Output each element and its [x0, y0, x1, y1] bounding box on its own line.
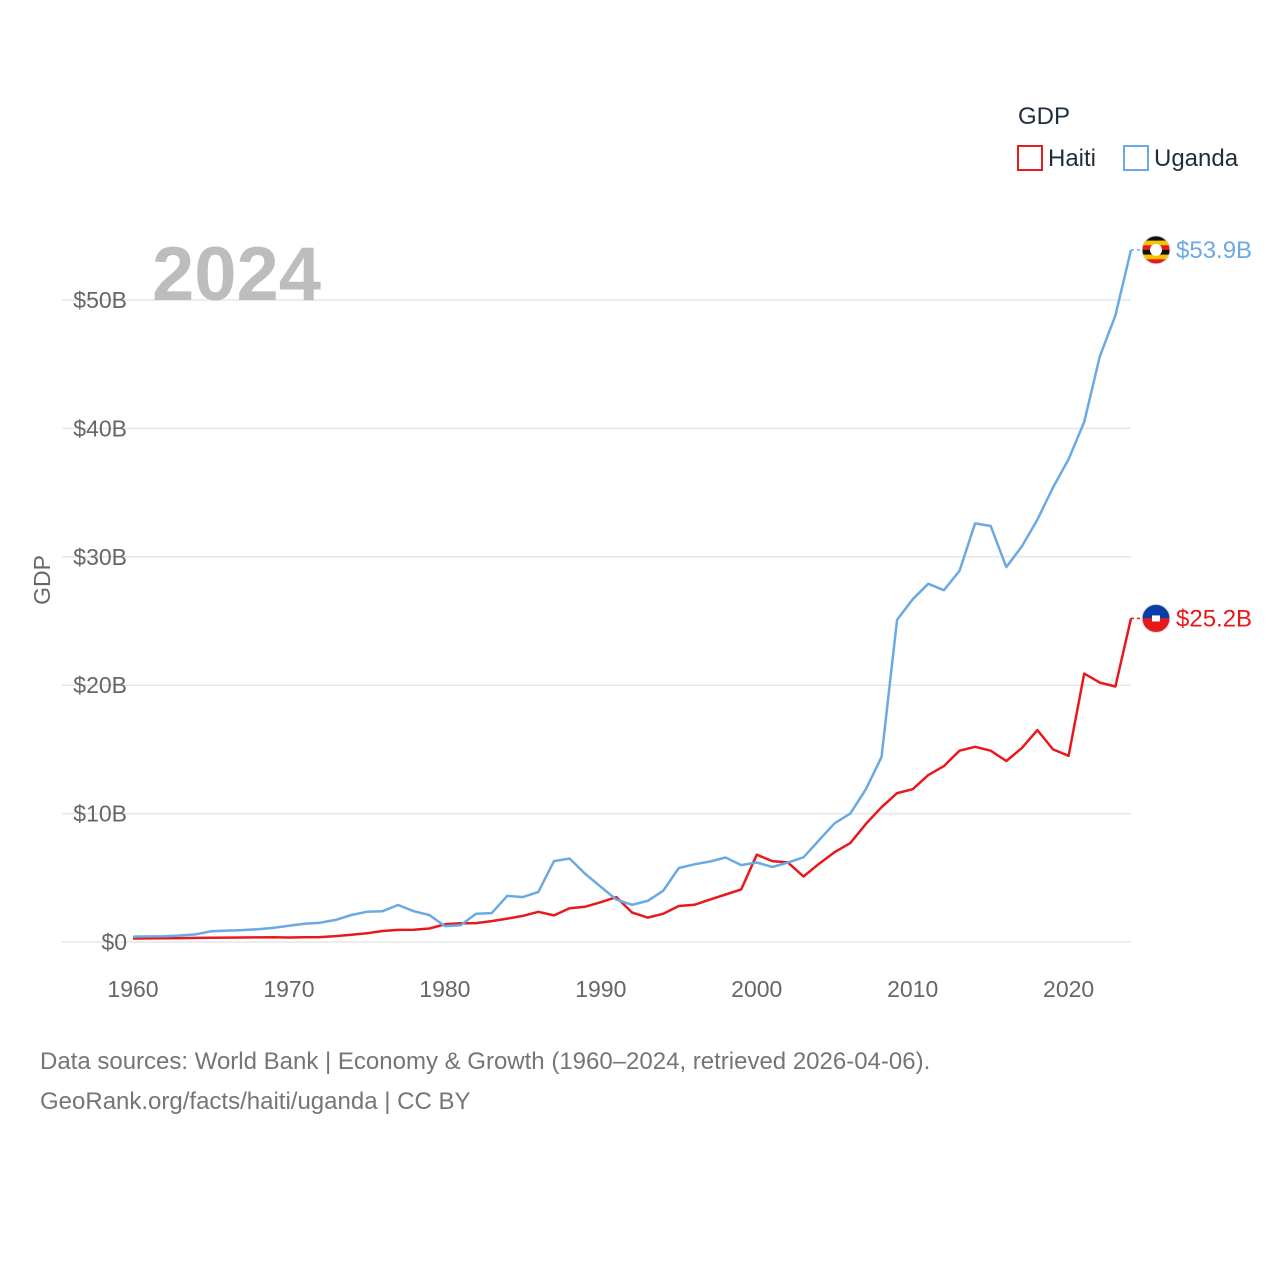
source-line-1: Data sources: World Bank | Economy & Gro…: [40, 1048, 931, 1075]
x-tick-label: 1970: [263, 976, 314, 1002]
y-tick-label: $0: [101, 929, 127, 955]
legend-item-haiti[interactable]: Haiti: [1017, 145, 1096, 172]
legend-label-uganda: Uganda: [1154, 145, 1239, 172]
series-line-uganda[interactable]: [132, 249, 1133, 938]
series-line-haiti[interactable]: [132, 618, 1133, 940]
x-axis: 1960 1970 1980 1990 2000 2010 2020: [107, 976, 1094, 1002]
end-value-label-uganda: $53.9B: [1176, 237, 1252, 264]
x-tick-label: 1980: [419, 976, 470, 1002]
x-tick-label: 1990: [575, 976, 626, 1002]
legend: GDP Haiti Uganda: [1017, 103, 1239, 172]
legend-label-haiti: Haiti: [1048, 145, 1096, 172]
end-markers: $25.2B $53.9B: [1131, 235, 1252, 633]
y-axis-label: GDP: [29, 555, 55, 605]
flag-haiti-icon: [1141, 603, 1171, 633]
x-tick-label: 2010: [887, 976, 938, 1002]
y-tick-label: $10B: [73, 801, 127, 827]
x-tick-label: 2000: [731, 976, 782, 1002]
legend-swatch-haiti: [1017, 145, 1043, 171]
series-lines: [132, 249, 1133, 940]
y-tick-label: $30B: [73, 544, 127, 570]
year-label: 2024: [152, 232, 321, 317]
legend-swatch-uganda: [1123, 145, 1149, 171]
y-tick-label: $20B: [73, 672, 127, 698]
source-note: Data sources: World Bank | Economy & Gro…: [40, 1042, 1240, 1122]
x-tick-label: 1960: [107, 976, 158, 1002]
end-value-label-haiti: $25.2B: [1176, 605, 1252, 632]
flag-uganda-icon: [1141, 235, 1171, 265]
legend-item-uganda[interactable]: Uganda: [1123, 145, 1239, 172]
y-tick-label: $50B: [73, 287, 127, 313]
gridlines: [62, 299, 1131, 943]
x-tick-label: 2020: [1043, 976, 1094, 1002]
y-axis: $0 $10B $20B $30B $40B $50B: [73, 287, 127, 955]
gdp-line-chart: $0 $10B $20B $30B $40B $50B 1960 1970 1980 1990 2…: [29, 103, 1252, 1002]
source-line-2[interactable]: GeoRank.org/facts/haiti/uganda | CC BY: [40, 1088, 471, 1115]
legend-title: GDP: [1018, 103, 1070, 130]
y-tick-label: $40B: [73, 415, 127, 441]
